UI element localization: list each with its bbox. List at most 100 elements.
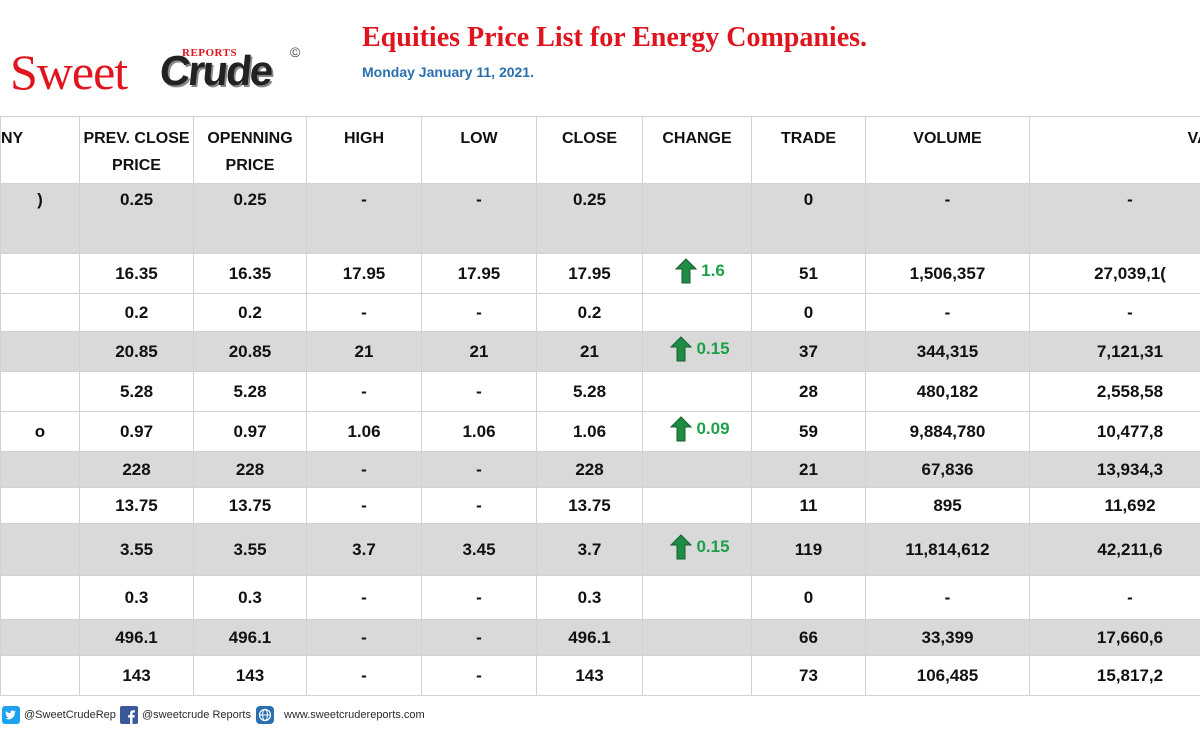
col-open: OPENNING PRICE	[193, 116, 307, 184]
cell-open: 0.97	[193, 411, 307, 452]
cell-value: 2,558,58	[1029, 371, 1200, 412]
cell-close: 0.25	[536, 183, 643, 254]
price-table: NY PREV. CLOSE PRICE OPENNING PRICE HIGH…	[0, 116, 1200, 696]
cell-high: -	[306, 655, 422, 696]
cell-change: 0.15	[642, 331, 752, 372]
cell-volume: -	[865, 183, 1030, 254]
cell-prev-close: 0.2	[79, 293, 194, 332]
col-prev-close: PREV. CLOSE PRICE	[79, 116, 194, 184]
cell-prev-close: 0.25	[79, 183, 194, 254]
footer-twitter[interactable]: @SweetCrudeRep	[2, 706, 116, 724]
table-row: 20.85 20.85 21 21 21 0.15 37 344,315 7,121,31	[0, 331, 1200, 372]
change-indicator: 0.15	[670, 534, 730, 560]
globe-icon	[256, 706, 274, 724]
cell-close: 13.75	[536, 487, 643, 524]
cell-value: 7,121,31	[1029, 331, 1200, 372]
cell-high: -	[306, 371, 422, 412]
cell-close: 17.95	[536, 253, 643, 294]
cell-close: 3.7	[536, 523, 643, 576]
cell-volume: 1,506,357	[865, 253, 1030, 294]
table-row: 16.35 16.35 17.95 17.95 17.95 1.6 51 1,506,357 2…	[0, 253, 1200, 294]
cell-company	[0, 293, 80, 332]
change-indicator: 0.09	[670, 416, 730, 442]
cell-close: 1.06	[536, 411, 643, 452]
cell-open: 16.35	[193, 253, 307, 294]
report-date: Monday January 11, 2021.	[362, 64, 534, 80]
up-arrow-icon	[670, 534, 693, 560]
change-value: 0.15	[696, 537, 730, 556]
cell-low: 1.06	[421, 411, 537, 452]
table-row: 3.55 3.55 3.7 3.45 3.7 0.15 119 11,814,612 42,21…	[0, 523, 1200, 576]
cell-trade: 66	[751, 619, 866, 656]
footer-facebook[interactable]: @sweetcrude Reports	[120, 706, 251, 724]
header-row: NY PREV. CLOSE PRICE OPENNING PRICE HIGH…	[0, 116, 1200, 184]
cell-volume: 11,814,612	[865, 523, 1030, 576]
cell-high: 17.95	[306, 253, 422, 294]
col-change: CHANGE	[642, 116, 752, 184]
cell-close: 21	[536, 331, 643, 372]
col-company: NY	[0, 116, 80, 184]
table-body: ) 0.25 0.25- -0.25 0- -16.35 16.35 17.95 17.95 17…	[0, 183, 1200, 696]
table-row: 0.2 0.2- -0.2 0- -	[0, 293, 1200, 332]
cell-volume: 106,485	[865, 655, 1030, 696]
cell-volume: 895	[865, 487, 1030, 524]
cell-company	[0, 371, 80, 412]
cell-prev-close: 3.55	[79, 523, 194, 576]
change-indicator: 1.6	[675, 258, 725, 284]
cell-change	[642, 371, 752, 412]
cell-high: -	[306, 293, 422, 332]
cell-close: 5.28	[536, 371, 643, 412]
cell-trade: 21	[751, 451, 866, 488]
cell-company	[0, 253, 80, 294]
cell-low: 21	[421, 331, 537, 372]
cell-trade: 11	[751, 487, 866, 524]
cell-prev-close: 20.85	[79, 331, 194, 372]
cell-company	[0, 331, 80, 372]
cell-low: -	[421, 575, 537, 620]
table-row: ) 0.25 0.25- -0.25 0- -	[0, 183, 1200, 254]
up-arrow-icon	[670, 416, 693, 442]
cell-volume: 480,182	[865, 371, 1030, 412]
cell-prev-close: 143	[79, 655, 194, 696]
cell-high: -	[306, 487, 422, 524]
page-title: Equities Price List for Energy Companies…	[362, 22, 868, 53]
cell-value: 10,477,8	[1029, 411, 1200, 452]
cell-change: 0.15	[642, 523, 752, 576]
cell-open: 0.2	[193, 293, 307, 332]
cell-prev-close: 13.75	[79, 487, 194, 524]
cell-open: 13.75	[193, 487, 307, 524]
cell-close: 0.2	[536, 293, 643, 332]
cell-change	[642, 293, 752, 332]
cell-trade: 0	[751, 183, 866, 254]
change-value: 1.6	[701, 261, 725, 280]
cell-trade: 37	[751, 331, 866, 372]
cell-change	[642, 451, 752, 488]
cell-value: 17,660,6	[1029, 619, 1200, 656]
cell-high: 1.06	[306, 411, 422, 452]
table-row: 0.3 0.3- -0.3 0- -	[0, 575, 1200, 620]
cell-open: 5.28	[193, 371, 307, 412]
cell-change	[642, 655, 752, 696]
cell-value: 13,934,3	[1029, 451, 1200, 488]
cell-low: -	[421, 655, 537, 696]
cell-open: 3.55	[193, 523, 307, 576]
website-link: www.sweetcrudereports.com	[284, 709, 425, 721]
cell-high: -	[306, 619, 422, 656]
footer-website[interactable]: www.sweetcrudereports.com	[256, 706, 425, 724]
table-row: 5.28 5.28- -5.28 28 480,182 2,558,58	[0, 371, 1200, 412]
cell-high: 3.7	[306, 523, 422, 576]
cell-change	[642, 487, 752, 524]
cell-prev-close: 5.28	[79, 371, 194, 412]
cell-value: -	[1029, 575, 1200, 620]
cell-low: -	[421, 183, 537, 254]
cell-volume: 33,399	[865, 619, 1030, 656]
cell-company	[0, 523, 80, 576]
cell-low: -	[421, 619, 537, 656]
cell-prev-close: 228	[79, 451, 194, 488]
cell-trade: 0	[751, 293, 866, 332]
cell-close: 143	[536, 655, 643, 696]
cell-open: 143	[193, 655, 307, 696]
cell-high: -	[306, 183, 422, 254]
twitter-handle: @SweetCrudeRep	[24, 709, 116, 721]
cell-company: o	[0, 411, 80, 452]
